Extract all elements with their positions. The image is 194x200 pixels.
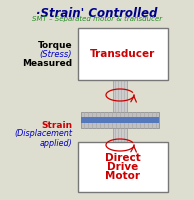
Text: Transducer: Transducer bbox=[90, 49, 156, 59]
Bar bbox=[81, 112, 159, 128]
Text: Motor: Motor bbox=[106, 171, 140, 181]
Text: (Displacement: (Displacement bbox=[14, 130, 72, 138]
Text: Direct: Direct bbox=[105, 153, 141, 163]
Text: applied): applied) bbox=[39, 138, 72, 148]
Bar bbox=[113, 80, 127, 142]
Bar bbox=[78, 142, 168, 192]
Text: SMT – Separated motor & transducer: SMT – Separated motor & transducer bbox=[32, 16, 162, 22]
Text: Torque: Torque bbox=[37, 40, 72, 49]
Bar bbox=[81, 117, 159, 123]
Text: Strain: Strain bbox=[41, 120, 72, 130]
Text: Measured: Measured bbox=[22, 58, 72, 68]
Text: (Stress): (Stress) bbox=[40, 49, 72, 58]
Bar bbox=[78, 28, 168, 80]
Text: Drive: Drive bbox=[107, 162, 139, 172]
Text: ·Strain' Controlled: ·Strain' Controlled bbox=[36, 7, 158, 20]
